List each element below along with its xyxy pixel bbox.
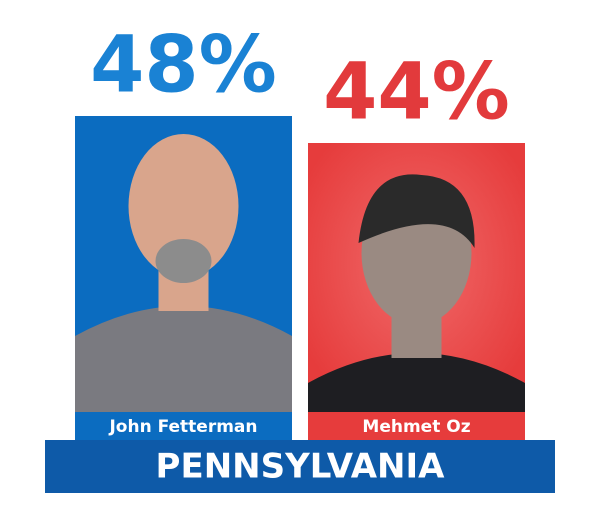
candidate-photo bbox=[308, 143, 525, 412]
head bbox=[128, 134, 239, 278]
beard bbox=[155, 239, 212, 283]
hair bbox=[358, 174, 475, 248]
name-strip bbox=[75, 412, 292, 440]
state-banner bbox=[45, 440, 555, 493]
chart-title: PENNSYLVANIA bbox=[156, 447, 446, 487]
name-strip bbox=[308, 412, 525, 440]
candidate-name: Mehmet Oz bbox=[362, 417, 470, 437]
shoulders bbox=[75, 306, 292, 412]
shoulders bbox=[308, 353, 525, 412]
candidate-name: John Fetterman bbox=[108, 417, 257, 437]
value-label: 44% bbox=[323, 47, 510, 137]
value-label: 48% bbox=[90, 20, 277, 110]
candidate-photo bbox=[75, 134, 292, 412]
